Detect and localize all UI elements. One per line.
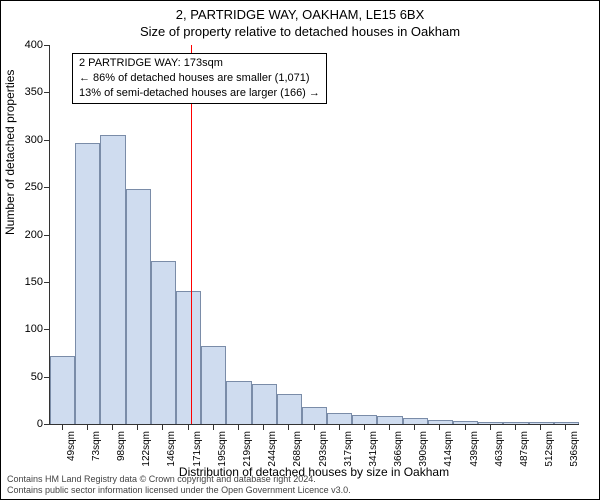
bar (277, 394, 302, 424)
x-tick-mark (188, 425, 189, 430)
bar (126, 189, 151, 424)
y-tick-label: 0 (37, 418, 43, 430)
x-tick-mark (137, 425, 138, 430)
bar (403, 418, 428, 424)
bar (302, 407, 327, 424)
x-tick-label: 49sqm (66, 431, 77, 461)
x-tick-mark (314, 425, 315, 430)
x-tick-label: 536sqm (569, 431, 580, 467)
bar (100, 135, 125, 424)
x-tick-label: 219sqm (242, 431, 253, 467)
x-tick-label: 73sqm (91, 431, 102, 461)
y-axis-ticks: 050100150200250300350400 (1, 45, 49, 425)
x-tick-label: 366sqm (393, 431, 404, 467)
x-tick-label: 293sqm (318, 431, 329, 467)
bar (428, 420, 453, 424)
x-tick-mark (288, 425, 289, 430)
annotation-line: 13% of semi-detached houses are larger (… (79, 86, 320, 101)
x-tick-mark (364, 425, 365, 430)
bar (453, 421, 478, 424)
annotation-line: 2 PARTRIDGE WAY: 173sqm (79, 56, 320, 71)
bar (176, 291, 201, 424)
bar (478, 422, 503, 424)
x-tick-label: 341sqm (368, 431, 379, 467)
x-tick-mark (263, 425, 264, 430)
plot-area: 2 PARTRIDGE WAY: 173sqm← 86% of detached… (49, 45, 579, 425)
bar (352, 415, 377, 424)
x-tick-mark (112, 425, 113, 430)
x-tick-mark (515, 425, 516, 430)
x-tick-mark (339, 425, 340, 430)
x-tick-mark (565, 425, 566, 430)
x-tick-mark (87, 425, 88, 430)
x-tick-mark (490, 425, 491, 430)
bar (529, 422, 554, 424)
x-tick-label: 244sqm (267, 431, 278, 467)
bar (226, 381, 251, 424)
x-tick-mark (162, 425, 163, 430)
x-tick-label: 463sqm (494, 431, 505, 467)
y-tick-label: 300 (25, 134, 43, 146)
y-tick-label: 100 (25, 323, 43, 335)
x-tick-label: 98sqm (116, 431, 127, 461)
x-tick-label: 487sqm (519, 431, 530, 467)
footer-attribution: Contains HM Land Registry data © Crown c… (7, 474, 351, 496)
x-tick-mark (62, 425, 63, 430)
x-tick-label: 268sqm (292, 431, 303, 467)
chart-container: 2, PARTRIDGE WAY, OAKHAM, LE15 6BX Size … (0, 0, 600, 500)
chart-title-subtitle: Size of property relative to detached ho… (1, 22, 599, 39)
bar (327, 413, 352, 424)
bar (50, 356, 75, 424)
x-tick-mark (540, 425, 541, 430)
x-tick-mark (213, 425, 214, 430)
x-tick-mark (439, 425, 440, 430)
x-tick-mark (238, 425, 239, 430)
bar (75, 143, 100, 424)
y-tick-label: 150 (25, 276, 43, 288)
bar (503, 422, 528, 424)
x-tick-label: 122sqm (141, 431, 152, 467)
footer-line2: Contains public sector information licen… (7, 485, 351, 496)
y-tick-label: 200 (25, 229, 43, 241)
x-tick-label: 195sqm (217, 431, 228, 467)
x-tick-label: 317sqm (343, 431, 354, 467)
x-tick-mark (414, 425, 415, 430)
x-tick-label: 414sqm (443, 431, 454, 467)
annotation-line: ← 86% of detached houses are smaller (1,… (79, 71, 320, 86)
y-tick-label: 50 (31, 371, 43, 383)
x-tick-label: 171sqm (192, 431, 203, 467)
bar (377, 416, 402, 424)
x-tick-mark (389, 425, 390, 430)
x-tick-mark (465, 425, 466, 430)
bar (252, 384, 277, 424)
y-tick-label: 400 (25, 39, 43, 51)
annotation-box: 2 PARTRIDGE WAY: 173sqm← 86% of detached… (72, 53, 327, 104)
x-tick-label: 439sqm (469, 431, 480, 467)
x-tick-label: 146sqm (166, 431, 177, 467)
chart-title-address: 2, PARTRIDGE WAY, OAKHAM, LE15 6BX (1, 1, 599, 22)
bar (554, 422, 579, 424)
x-tick-label: 390sqm (418, 431, 429, 467)
bar (201, 346, 226, 424)
bar (151, 261, 176, 424)
footer-line1: Contains HM Land Registry data © Crown c… (7, 474, 351, 485)
y-tick-label: 250 (25, 181, 43, 193)
y-tick-label: 350 (25, 86, 43, 98)
x-tick-label: 512sqm (544, 431, 555, 467)
